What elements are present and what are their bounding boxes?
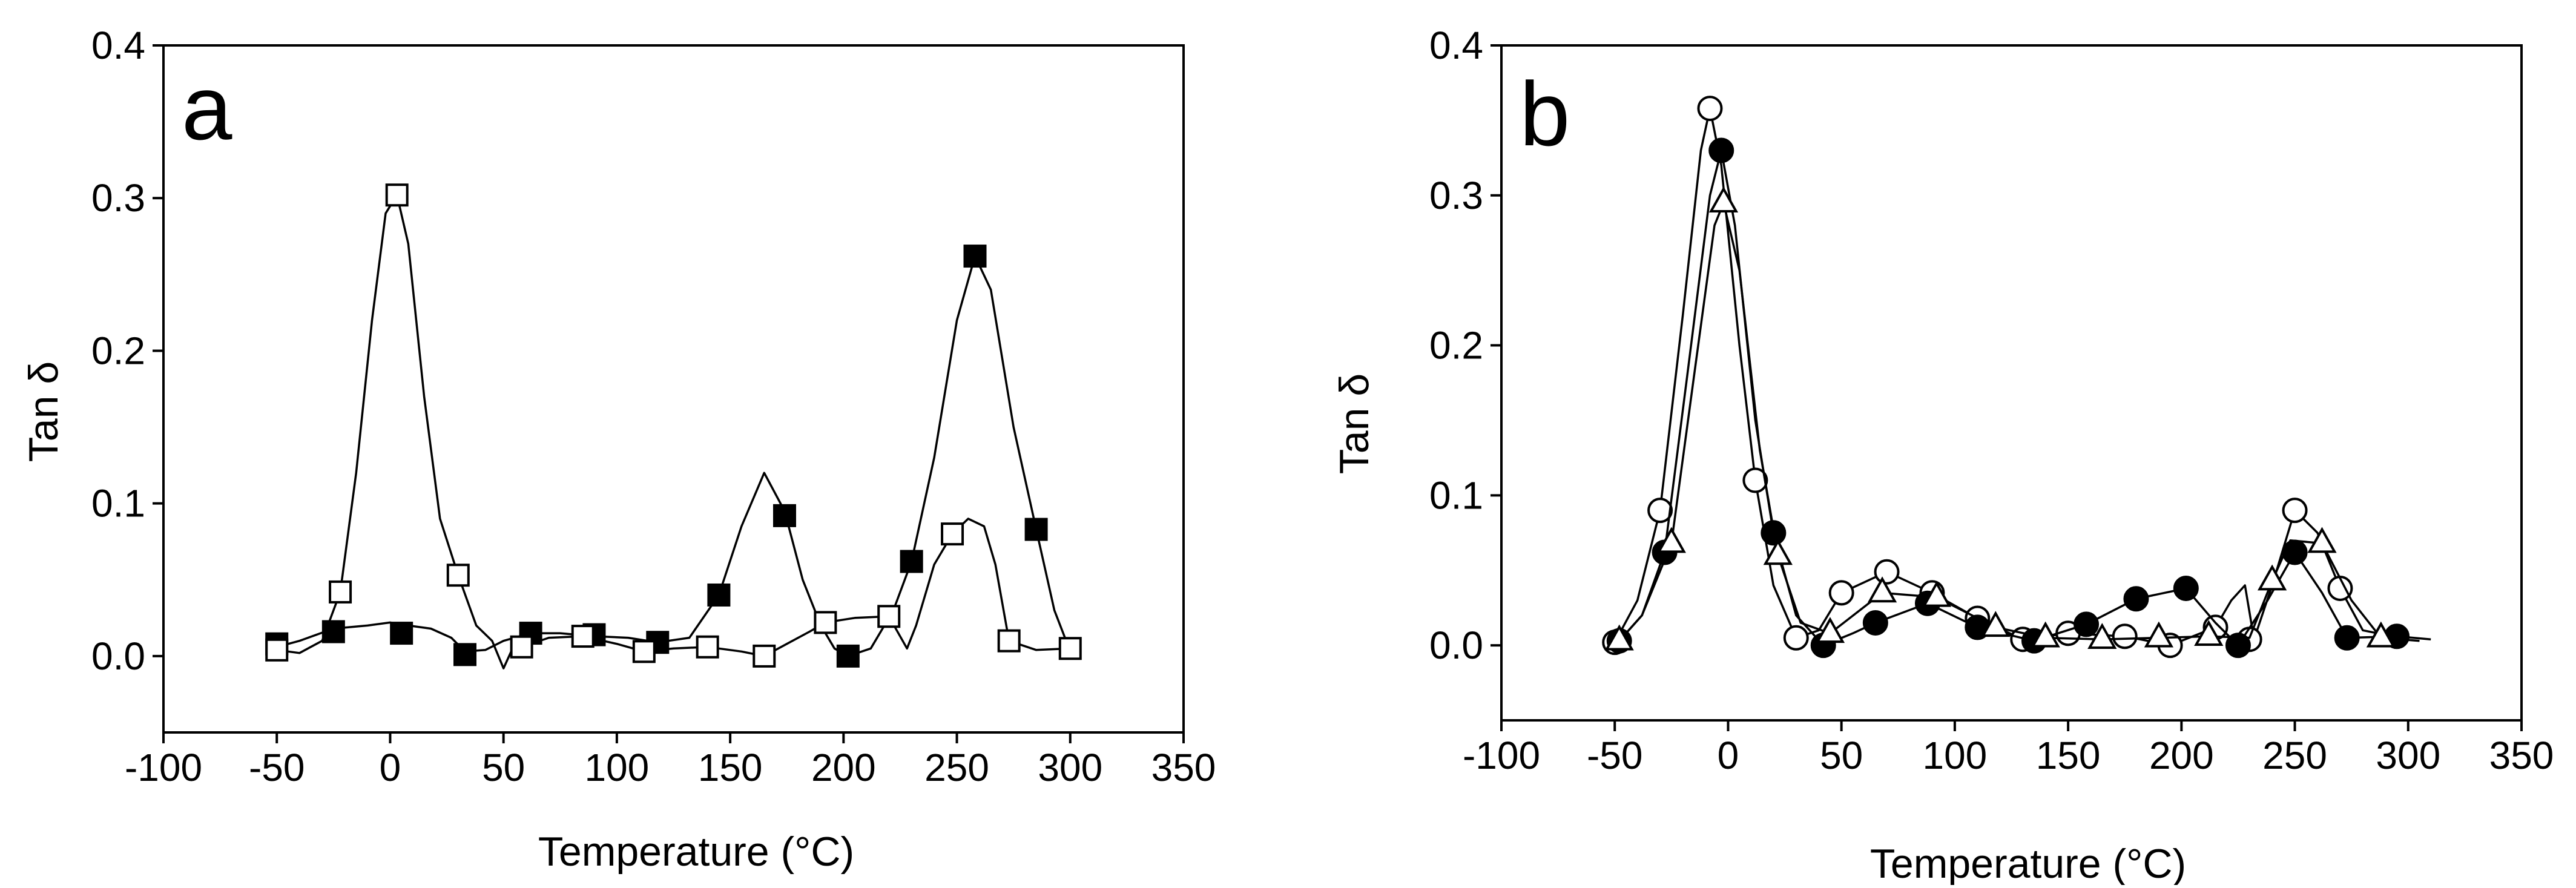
panel-b-series-3-point bbox=[2366, 621, 2396, 648]
panel-a-series-1-point bbox=[772, 504, 796, 527]
panel-b-series-3-point bbox=[1981, 611, 2011, 637]
panel-a-x-tick-label: 150 bbox=[698, 746, 763, 789]
panel-b-y-tick-label: 0.1 bbox=[1429, 473, 1483, 517]
panel-b-series-3-point bbox=[1867, 576, 1897, 603]
panel-a-series-1-point bbox=[900, 550, 923, 573]
panel-a-series-1-point bbox=[963, 245, 987, 268]
panel-a-x-tick-label: 200 bbox=[811, 746, 876, 789]
panel-b-series-1-point bbox=[1742, 467, 1768, 493]
panel-a-plot-frame bbox=[162, 44, 1185, 734]
panel-a-x-tick-label: 0 bbox=[380, 746, 401, 789]
panel-b-series-3-point bbox=[1604, 624, 1634, 651]
panel-b-y-tick-label: 0.4 bbox=[1429, 24, 1483, 67]
panel-b-series-1-point bbox=[1647, 498, 1673, 524]
panel-b-series-3-point bbox=[1815, 617, 1845, 643]
panel-b-series-2-point bbox=[1708, 137, 1734, 163]
panel-b-series-2-point bbox=[2282, 539, 2308, 565]
panel-a-series-2-point bbox=[265, 638, 289, 662]
panel-b-series-3-point bbox=[1922, 580, 1952, 607]
panel-b-series-1-point bbox=[1783, 625, 1809, 651]
panel-b-series-1-point bbox=[2112, 623, 2138, 650]
panel-b-letter: b bbox=[1520, 63, 1570, 165]
panel-b-series-3-point bbox=[1656, 527, 1686, 553]
panel-b-x-tick-label: 300 bbox=[2376, 734, 2440, 777]
panel-b-x-tick-label: 350 bbox=[2489, 734, 2554, 777]
panel-a-y-tick-label: 0.0 bbox=[91, 634, 145, 678]
panel-a-series-2-point bbox=[696, 635, 719, 659]
panel-a-series-2-point bbox=[329, 580, 352, 604]
panel-b-y-tick-label: 0.0 bbox=[1429, 623, 1483, 667]
panel-b-series-1-point bbox=[1697, 96, 1723, 122]
panel-a-x-tick-label: 300 bbox=[1038, 746, 1102, 789]
panel-b-series-1-point bbox=[2282, 498, 2308, 524]
panel-a-x-tick-label: -100 bbox=[125, 746, 202, 789]
panel-a-series-1-point bbox=[707, 584, 731, 607]
panel-a-x-tick-label: 100 bbox=[584, 746, 649, 789]
panel-b: b Tan δ Temperature (°C) -100 -50 0 50 100 15… bbox=[1331, 24, 2554, 887]
panel-b-series-2-point bbox=[2225, 633, 2251, 659]
panel-b-x-tick-label: 250 bbox=[2262, 734, 2327, 777]
panel-b-series-3-point bbox=[2257, 564, 2287, 591]
panel-b-y-tick-label: 0.2 bbox=[1429, 324, 1483, 367]
panel-b-y-tick-label: 0.3 bbox=[1429, 174, 1483, 217]
panel-b-plot-frame bbox=[1500, 44, 2523, 722]
panel-b-series-3-point bbox=[1708, 186, 1739, 212]
panel-b-x-tick-label: 200 bbox=[2149, 734, 2214, 777]
panel-a-x-tick-label: 50 bbox=[482, 746, 525, 789]
panel-b-series-2-point bbox=[2123, 586, 2149, 612]
panel-a-series-2-point bbox=[446, 564, 470, 587]
panel-a-letter: a bbox=[182, 57, 232, 159]
panel-b-series-1-point bbox=[1874, 559, 1900, 585]
panel-a-series-1-line bbox=[276, 255, 1072, 657]
panel-b-series-2-point bbox=[2334, 625, 2360, 651]
panel-a: a Tan δ Temperature (°C) -100 -50 0 50 100 15… bbox=[21, 24, 1216, 875]
panel-b-x-tick-label: 50 bbox=[1820, 734, 1863, 777]
panel-a-series-2-point bbox=[814, 611, 837, 634]
panel-b-series-3-point bbox=[2144, 621, 2174, 648]
panel-b-xlabel: Temperature (°C) bbox=[1870, 841, 2186, 885]
panel-a-series-2-point bbox=[510, 635, 533, 659]
panel-b-series-3-point bbox=[2307, 527, 2337, 553]
panel-b-x-tick-label: -100 bbox=[1463, 734, 1540, 777]
panel-a-y-tick-label: 0.2 bbox=[91, 329, 145, 372]
panel-a-series-1-point bbox=[390, 622, 413, 645]
panel-b-x-tick-label: -50 bbox=[1587, 734, 1643, 777]
panel-a-series-2-point bbox=[997, 629, 1021, 653]
panel-a-series-2-point bbox=[941, 522, 964, 546]
panel-b-x-tick-label: 150 bbox=[2036, 734, 2101, 777]
panel-a-y-tick-label: 0.1 bbox=[91, 482, 145, 525]
panel-b-ylabel: Tan δ bbox=[1331, 373, 1377, 474]
panel-b-series-3-point bbox=[2194, 620, 2224, 646]
panel-a-series-1-point bbox=[1024, 518, 1048, 541]
panel-a-ylabel: Tan δ bbox=[21, 361, 67, 462]
panel-b-series-3-point bbox=[2031, 621, 2060, 648]
panel-a-y-tick-label: 0.4 bbox=[91, 24, 145, 67]
panel-a-series-2-point bbox=[385, 183, 409, 207]
panel-a-xlabel: Temperature (°C) bbox=[538, 829, 854, 875]
panel-a-series-2-point bbox=[753, 644, 776, 668]
panel-b-series-1-point bbox=[1828, 580, 1854, 606]
panel-b-series-2-point bbox=[2173, 575, 2199, 601]
panel-a-series-2-point bbox=[1058, 637, 1082, 660]
panel-a-x-tick-label: 250 bbox=[924, 746, 989, 789]
panel-a-x-tick-label: 350 bbox=[1151, 746, 1216, 789]
panel-a-series-2-point bbox=[632, 640, 656, 663]
panel-b-series-2-point bbox=[1862, 610, 1888, 636]
panel-b-x-tick-label: 0 bbox=[1718, 734, 1739, 777]
panel-a-series-1-point bbox=[836, 644, 860, 668]
panel-a-series-2-point bbox=[877, 605, 901, 628]
panel-a-series-2-point bbox=[571, 625, 595, 648]
panel-a-x-tick-label: -50 bbox=[249, 746, 305, 789]
panel-a-y-tick-label: 0.3 bbox=[91, 176, 145, 220]
panel-b-series-3-point bbox=[2087, 623, 2117, 649]
panel-b-series-3-point bbox=[1763, 539, 1793, 565]
panel-b-series-2-point bbox=[2074, 611, 2100, 637]
panel-a-series-1-point bbox=[453, 643, 477, 666]
panel-b-x-tick-label: 100 bbox=[1922, 734, 1987, 777]
